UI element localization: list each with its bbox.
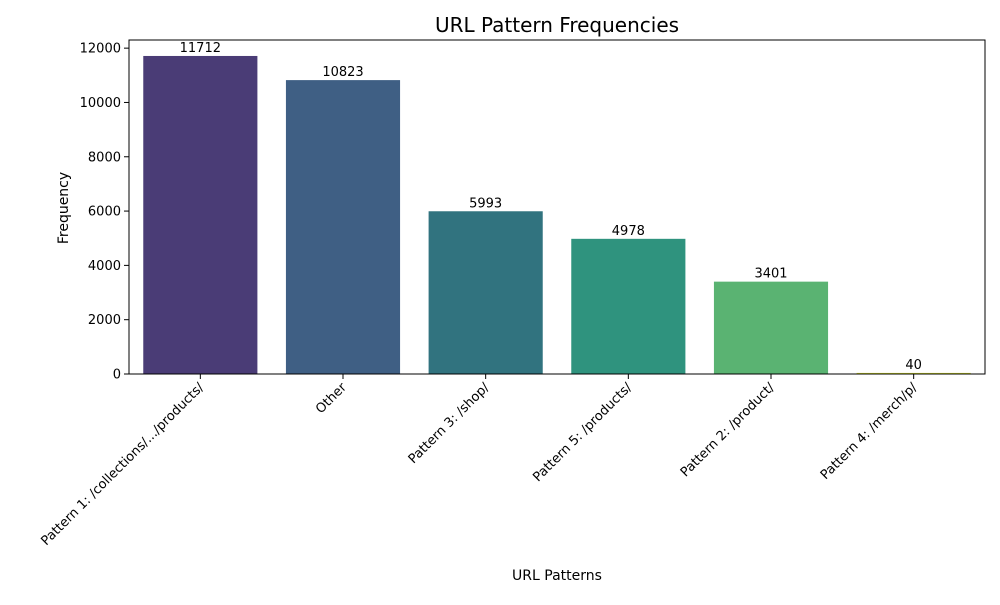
y-tick-label-2: 4000 [88,259,121,274]
bar-2 [285,80,401,375]
chart-title: URL Pattern Frequencies [435,13,679,37]
y-tick-label-0: 0 [113,368,121,383]
bar-1 [143,55,258,374]
y-tick-label-3: 6000 [88,205,121,220]
plot-area: 11712 10823 5993 4978 3401 40 0 2000 4000 6000 800… [38,39,986,549]
x-tick-label-3: Pattern 5: /products/ [530,380,635,485]
y-tick-label-5: 10000 [80,96,121,111]
bar-6 [856,372,971,374]
x-axis-title: URL Patterns [512,568,602,584]
data-label-2: 10823 [322,65,363,80]
data-label-5: 3401 [754,267,787,282]
y-tick-label-4: 8000 [88,150,121,165]
data-label-6: 40 [905,358,922,373]
y-tick-label-6: 12000 [80,42,121,57]
y-tick-label-1: 2000 [88,313,121,328]
x-tick-label-5: Pattern 4: /merch/p/ [818,380,921,483]
x-tick-label-1: Other [313,380,350,417]
data-label-1: 11712 [180,41,221,56]
bar-5 [713,281,829,374]
x-tick-label-2: Pattern 3: /shop/ [406,380,493,467]
plot-frame [128,39,986,375]
bar-3 [428,211,543,374]
y-axis-title: Frequency [56,172,72,244]
x-tick-label-4: Pattern 2: /product/ [678,380,778,480]
data-label-3: 5993 [469,196,502,211]
bar-4 [571,238,686,374]
data-label-4: 4978 [612,224,645,239]
x-tick-label-0: Pattern 1: /collections/.../products/ [38,380,207,549]
